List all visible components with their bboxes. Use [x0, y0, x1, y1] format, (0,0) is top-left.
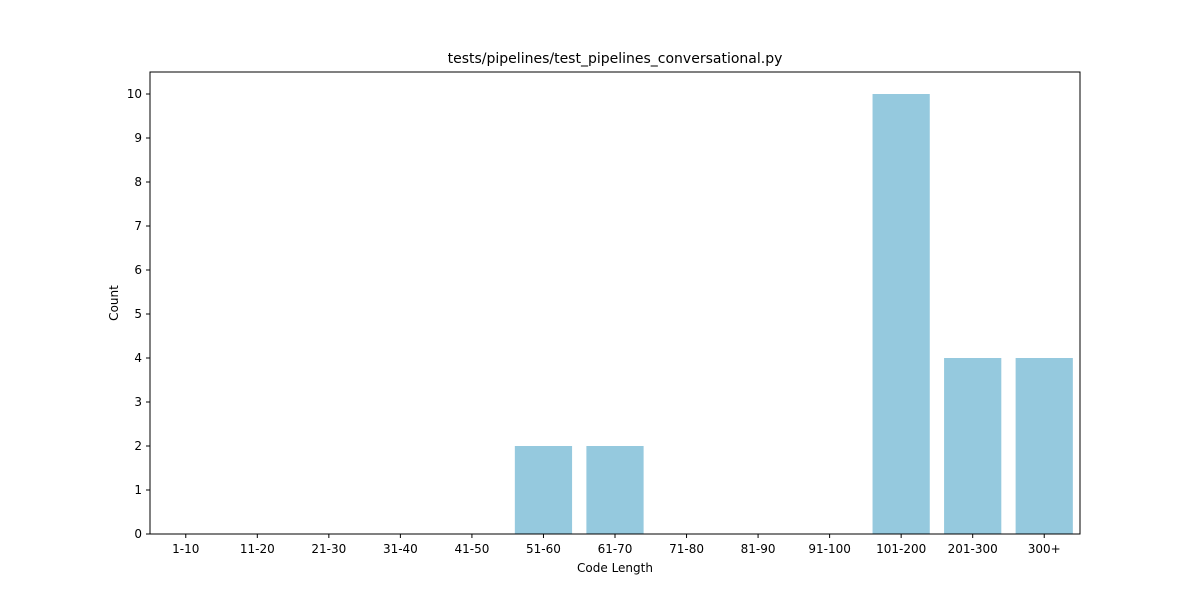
y-tick-label: 9	[134, 131, 142, 145]
y-tick-label: 6	[134, 263, 142, 277]
x-tick-label: 71-80	[669, 542, 704, 556]
y-tick-label: 1	[134, 483, 142, 497]
x-tick-label: 61-70	[598, 542, 633, 556]
y-tick-label: 5	[134, 307, 142, 321]
chart-title: tests/pipelines/test_pipelines_conversat…	[448, 51, 783, 67]
bars-layer	[514, 94, 1073, 534]
x-tick-label: 201-300	[948, 542, 998, 556]
x-axis: 1-10 11-20 21-30 31-40 41-50 51-60 61-70 71-80 8…	[172, 534, 1061, 556]
y-axis-label: Count	[107, 285, 121, 321]
x-tick-label: 11-20	[240, 542, 275, 556]
bar-101-200	[872, 94, 930, 534]
bar-201-300	[944, 358, 1002, 534]
x-tick-label: 21-30	[311, 542, 346, 556]
x-tick-label: 51-60	[526, 542, 561, 556]
y-tick-label: 0	[134, 527, 142, 541]
y-tick-label: 7	[134, 219, 142, 233]
x-tick-label: 1-10	[172, 542, 199, 556]
bar-51-60	[514, 446, 573, 534]
plot-frame	[149, 71, 1081, 535]
y-tick-label: 8	[134, 175, 142, 189]
x-tick-label: 300+	[1028, 542, 1061, 556]
bar-61-70	[586, 446, 644, 534]
y-tick-label: 10	[127, 87, 142, 101]
x-tick-label: 31-40	[383, 542, 418, 556]
bar-300+	[1015, 358, 1073, 534]
x-tick-label: 41-50	[454, 542, 489, 556]
x-tick-label: 81-90	[741, 542, 776, 556]
y-tick-label: 2	[134, 439, 142, 453]
x-axis-label: Code Length	[577, 561, 653, 575]
y-tick-label: 3	[134, 395, 142, 409]
y-axis: 0 1 2 3 4 5 6 7 8 9 10	[127, 87, 150, 541]
x-tick-label: 101-200	[876, 542, 926, 556]
y-tick-label: 4	[134, 351, 142, 365]
x-tick-label: 91-100	[808, 542, 851, 556]
